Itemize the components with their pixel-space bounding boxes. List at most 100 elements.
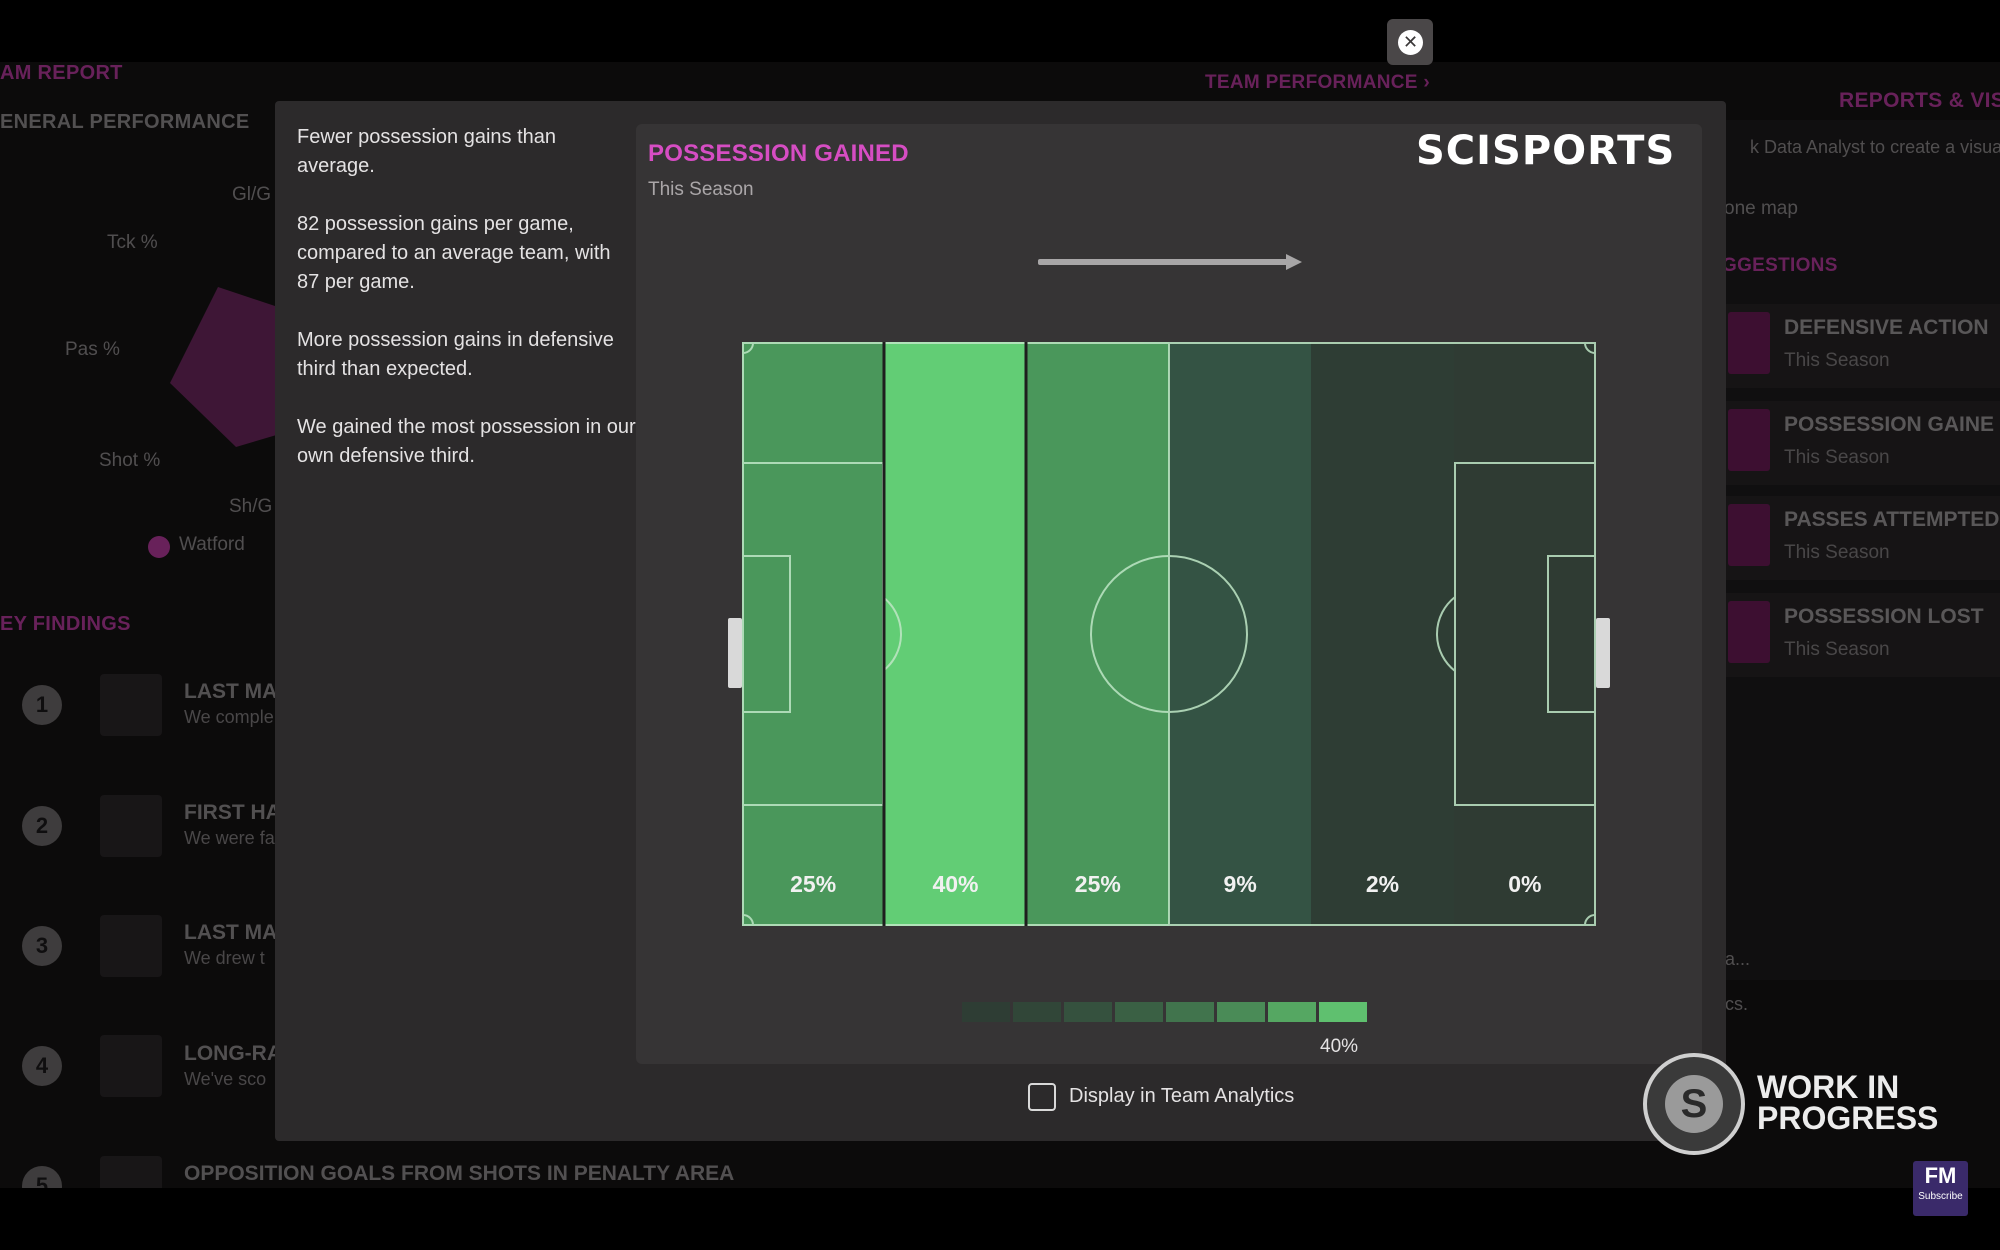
pitch-zone-1: 25%: [742, 342, 885, 926]
suggestion-subtitle: This Season: [1784, 350, 1890, 371]
suggestion-title: PASSES ATTEMPTED: [1784, 508, 2000, 531]
card-subtitle: This Season: [648, 179, 754, 200]
finding-title: LAST MA: [184, 680, 278, 703]
pitch-zone-6: 0%: [1453, 342, 1596, 926]
penalty-area-icon: [100, 1156, 162, 1188]
scale-step: [1217, 1002, 1265, 1022]
radar-label-tck: Tck %: [107, 232, 158, 253]
pitch-thumbnail-icon: [1728, 504, 1770, 566]
finding-title: FIRST HA: [184, 801, 281, 824]
scale-step: [962, 1002, 1010, 1022]
trend-chart-icon: [100, 915, 162, 977]
general-performance-heading: ENERAL PERFORMANCE: [0, 111, 250, 133]
scisports-logo: SCISPORTS: [1416, 128, 1676, 174]
suggestion-defensive-actions[interactable]: DEFENSIVE ACTION This Season: [1722, 304, 2000, 388]
close-icon: ✕: [1398, 30, 1423, 55]
si-logo-letter: S: [1665, 1075, 1723, 1133]
close-button[interactable]: ✕: [1387, 19, 1433, 65]
wip-line-1: WORK IN: [1757, 1069, 1900, 1105]
pitch-zone-4: 9%: [1169, 342, 1312, 926]
arrow-head-icon: [1286, 254, 1302, 270]
finding-title: OPPOSITION GOALS FROM SHOTS IN PENALTY A…: [184, 1162, 735, 1185]
wip-line-2: PROGRESS: [1757, 1100, 1939, 1136]
zone-percentage-label: 9%: [1223, 871, 1257, 897]
pitch-markings: [742, 342, 1596, 926]
scale-step: [1166, 1002, 1214, 1022]
attack-direction-arrow-icon: [1038, 259, 1288, 265]
description-paragraph-4: We gained the most possession in our own…: [297, 416, 636, 467]
finding-number: 2: [22, 806, 62, 846]
suggestion-possession-lost[interactable]: POSSESSION LOST This Season: [1722, 593, 2000, 677]
zone-percentage-label: 40%: [932, 871, 979, 897]
key-findings-heading: EY FINDINGS: [0, 613, 131, 635]
suggestion-subtitle: This Season: [1784, 542, 1890, 563]
suggestion-title: DEFENSIVE ACTION: [1784, 316, 1989, 339]
pitch-thumbnail-icon: [1728, 312, 1770, 374]
legend-team-label: Watford: [179, 534, 245, 555]
line-chart-icon: [100, 795, 162, 857]
left-goal-icon: [728, 618, 742, 688]
suggestion-passes-attempted[interactable]: PASSES ATTEMPTED This Season: [1722, 496, 2000, 580]
radar-label-shg: Sh/G: [229, 496, 273, 517]
finding-number: 3: [22, 926, 62, 966]
scale-step: [1013, 1002, 1061, 1022]
suggestion-title: POSSESSION LOST: [1784, 605, 1984, 628]
scale-step: [1064, 1002, 1112, 1022]
finding-number: 4: [22, 1046, 62, 1086]
finding-subtitle: We comple: [184, 707, 274, 727]
pitch-thumbnail-icon: [1728, 409, 1770, 471]
pitch-zones: 25% 40% 25% 9% 2% 0%: [728, 342, 1610, 926]
fm-logo: FM: [1924, 1163, 1957, 1188]
fm-subscribe-button[interactable]: FM Subscribe: [1913, 1161, 1968, 1216]
radar-label-shot: Shot %: [99, 450, 161, 471]
zone-percentage-label: 2%: [1365, 871, 1400, 897]
radar-label-pas: Pas %: [65, 339, 120, 360]
suggestion-possession-gained[interactable]: POSSESSION GAINE This Season: [1722, 401, 2000, 485]
team-performance-link[interactable]: TEAM PERFORMANCE ›: [1205, 72, 1430, 93]
scale-step: [1115, 1002, 1163, 1022]
display-in-team-analytics-label: Display in Team Analytics: [1069, 1085, 1295, 1107]
finding-subtitle: We drew t: [184, 948, 265, 968]
description-text: Fewer possession gains than average. 82 …: [297, 123, 637, 500]
finding-number: 5: [22, 1166, 62, 1188]
team-report-tab[interactable]: AM REPORT: [0, 62, 123, 84]
zone-percentage-label: 25%: [790, 871, 837, 897]
zone-map-select[interactable]: one map: [1724, 198, 1798, 219]
scale-max-label: 40%: [1320, 1036, 1359, 1057]
possession-gained-modal: Fewer possession gains than average. 82 …: [275, 101, 1726, 1141]
scale-step: [1319, 1002, 1367, 1022]
pitch-zone-3: 25%: [1026, 342, 1169, 926]
suggestion-subtitle: This Season: [1784, 447, 1890, 468]
pitch-zone-5: 2%: [1311, 342, 1454, 926]
faded-text-1: a...: [1725, 949, 1751, 969]
scale-step: [1268, 1002, 1316, 1022]
suggestions-heading: GGESTIONS: [1722, 255, 1838, 276]
shot-map-icon: [100, 1035, 162, 1097]
data-analyst-hint: k Data Analyst to create a visual: [1750, 137, 2000, 157]
checkbox-icon[interactable]: [1028, 1083, 1056, 1111]
sports-interactive-logo: S: [1643, 1053, 1745, 1155]
suggestion-title: POSSESSION GAINE: [1784, 413, 1995, 436]
legend-dot-icon: [148, 536, 170, 558]
description-paragraph-3: More possession gains in defensive third…: [297, 329, 614, 380]
passing-chart-icon: [100, 674, 162, 736]
finding-number: 1: [22, 685, 62, 725]
pitch-zone-2: 40%: [884, 342, 1027, 926]
description-paragraph-2: 82 possession gains per game, compared t…: [297, 213, 611, 293]
visual-card: POSSESSION GAINED This Season SCISPORTS …: [636, 124, 1702, 1064]
finding-title: LAST MA: [184, 921, 278, 944]
right-goal-icon: [1596, 618, 1610, 688]
suggestion-subtitle: This Season: [1784, 639, 1890, 660]
zone-percentage-label: 0%: [1508, 871, 1542, 897]
finding-subtitle: We've sco: [184, 1069, 267, 1089]
radar-label-gl: Gl/G: [232, 184, 272, 205]
faded-text-2: cs.: [1725, 994, 1749, 1014]
subscribe-label: Subscribe: [1918, 1191, 1963, 1202]
finding-title: LONG-RA: [184, 1042, 282, 1065]
reports-visuals-heading: REPORTS & VIS: [1839, 89, 2000, 112]
work-in-progress-badge: WORK IN PROGRESS: [1757, 1069, 1939, 1136]
zone-percentage-label: 25%: [1074, 871, 1121, 897]
pitch-thumbnail-icon: [1728, 601, 1770, 663]
description-paragraph-1: Fewer possession gains than average.: [297, 126, 557, 177]
